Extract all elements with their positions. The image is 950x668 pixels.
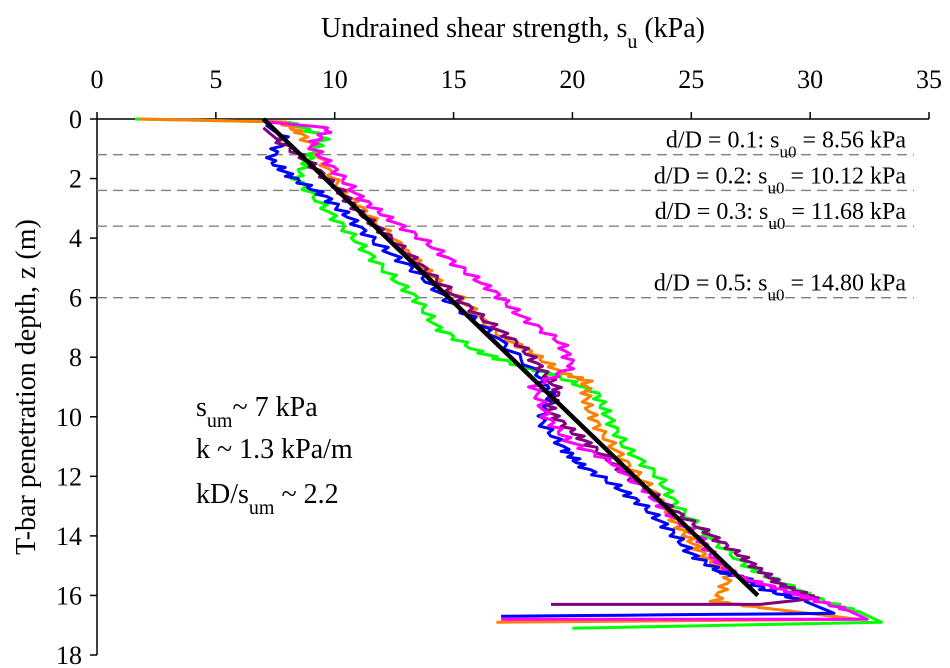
y-tick-label: 8 bbox=[69, 343, 82, 372]
reference-line-label: d/D = 0.1: su0 = 8.56 kPa bbox=[666, 128, 906, 162]
sum-prefix: s bbox=[196, 392, 207, 423]
x-ticks: 0 5 10 15 20 25 30 35 bbox=[91, 65, 942, 119]
kd-rest: ~ 2.2 bbox=[274, 479, 338, 510]
x-tick-label: 0 bbox=[91, 65, 104, 94]
x-axis-title-unit: (kPa) bbox=[637, 13, 705, 44]
x-axis-title: Undrained shear strength, su (kPa) bbox=[321, 13, 705, 53]
y-tick-label: 10 bbox=[56, 403, 82, 432]
y-tick-label: 4 bbox=[69, 224, 82, 253]
series-orange-line bbox=[139, 117, 860, 624]
y-tick-label: 0 bbox=[69, 105, 82, 134]
kd-sub: um bbox=[249, 497, 275, 519]
series-magenta-line bbox=[268, 120, 869, 621]
reference-line-label: d/D = 0.2: su0 = 10.12 kPa bbox=[654, 163, 906, 197]
fit-line-group bbox=[261, 117, 760, 598]
y-tick-label: 6 bbox=[69, 284, 82, 313]
y-tick-label: 18 bbox=[56, 641, 82, 668]
linear-fit-line bbox=[261, 117, 760, 598]
x-tick-label: 30 bbox=[797, 65, 823, 94]
reference-line-label: d/D = 0.5: su0 = 14.80 kPa bbox=[654, 271, 906, 305]
sum-sub: um bbox=[207, 410, 233, 432]
kd-annotation: kD/sum ~ 2.2 bbox=[196, 479, 339, 519]
y-tick-label: 16 bbox=[56, 581, 82, 610]
k-annotation: k ~ 1.3 kPa/m bbox=[196, 434, 353, 465]
y-ticks: 0 2 4 6 8 10 12 14 16 18 bbox=[56, 105, 97, 668]
sum-annotation: sum~ 7 kPa bbox=[196, 392, 318, 432]
x-axis-title-main: Undrained shear strength, s bbox=[321, 13, 627, 44]
y-axis-title: T-bar penetration depth, z (m) bbox=[11, 219, 42, 555]
x-tick-label: 5 bbox=[209, 65, 222, 94]
x-tick-label: 35 bbox=[916, 65, 942, 94]
y-tick-label: 2 bbox=[69, 165, 82, 194]
y-tick-label: 14 bbox=[56, 522, 82, 551]
x-tick-label: 25 bbox=[678, 65, 704, 94]
kd-prefix: kD/s bbox=[196, 479, 249, 510]
x-tick-label: 10 bbox=[322, 65, 348, 94]
x-tick-label: 15 bbox=[441, 65, 467, 94]
y-tick-label: 12 bbox=[56, 462, 82, 491]
reference-line-label: d/D = 0.3: su0 = 11.68 kPa bbox=[655, 199, 907, 233]
sum-rest: ~ 7 kPa bbox=[232, 392, 318, 423]
x-tick-label: 20 bbox=[559, 65, 585, 94]
x-axis-title-sub: u bbox=[627, 31, 637, 53]
